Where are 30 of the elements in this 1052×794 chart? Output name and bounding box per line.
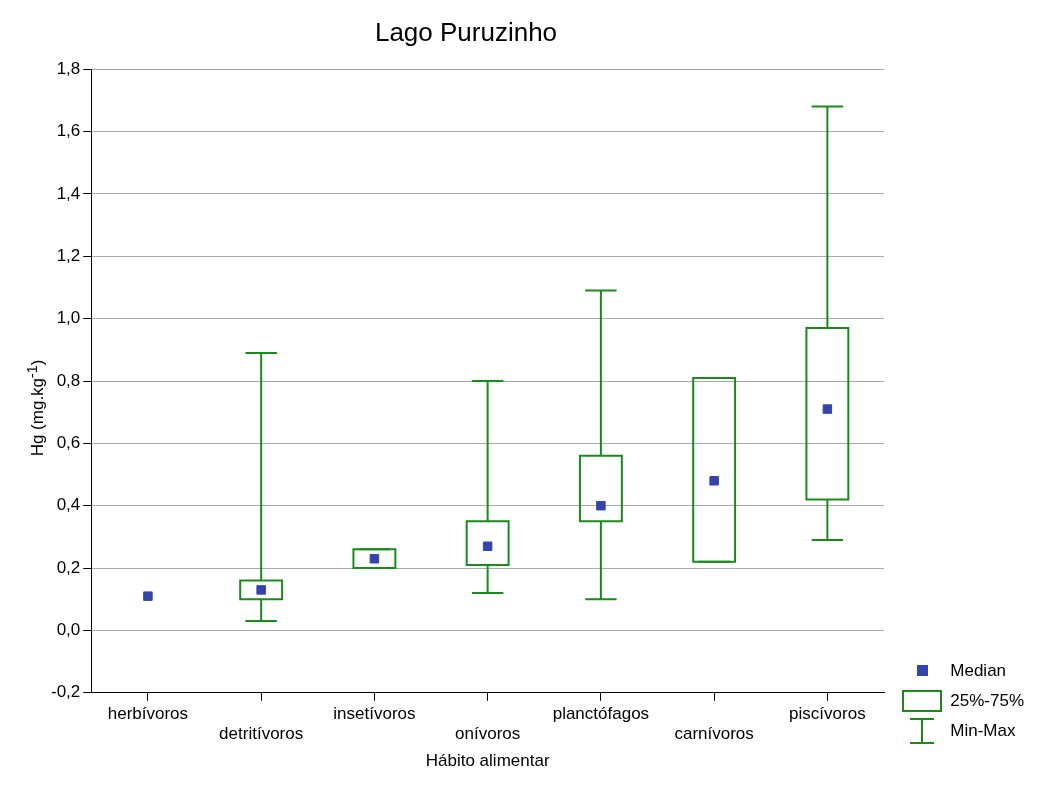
point <box>256 585 266 595</box>
x-axis-title: Hábito alimentar <box>425 751 550 771</box>
y-tick-label: -0,2 <box>51 682 81 702</box>
point <box>709 476 719 486</box>
x-tick-label: piscívoros <box>789 703 866 723</box>
y-tick-label: 0,2 <box>56 557 81 577</box>
y-tick-label: 0,8 <box>56 370 81 390</box>
y-tick-label: 1,6 <box>56 121 81 141</box>
point <box>369 553 380 564</box>
y-tick-label: 1,2 <box>56 245 81 265</box>
y-tick-label: 0,0 <box>56 620 81 640</box>
point <box>822 404 833 414</box>
y-tick-label: 1,4 <box>56 183 81 203</box>
y-tick-label: 1,0 <box>56 308 81 328</box>
text: Min-Max <box>950 720 1016 742</box>
x-tick-label: herbívoros <box>107 703 189 723</box>
x-tick-label: detritívoros <box>219 724 304 744</box>
legend-label: Median <box>950 660 1007 682</box>
legend-label: 25%-75% <box>950 690 1024 712</box>
x-tick-label: planctófagos <box>552 703 650 723</box>
y-tick-label: 1,8 <box>56 58 81 78</box>
y-tick-label: 0,6 <box>56 433 81 453</box>
y-tick-label: 0,4 <box>56 495 81 515</box>
x-tick-label: insetívoros <box>333 703 416 723</box>
x-tick-label: carnívoros <box>674 724 754 744</box>
x-tick-label: onívoros <box>455 724 521 744</box>
point <box>143 591 153 601</box>
chart-title: Lago Puruzinho <box>374 16 558 47</box>
point <box>596 500 606 511</box>
point <box>482 541 493 551</box>
